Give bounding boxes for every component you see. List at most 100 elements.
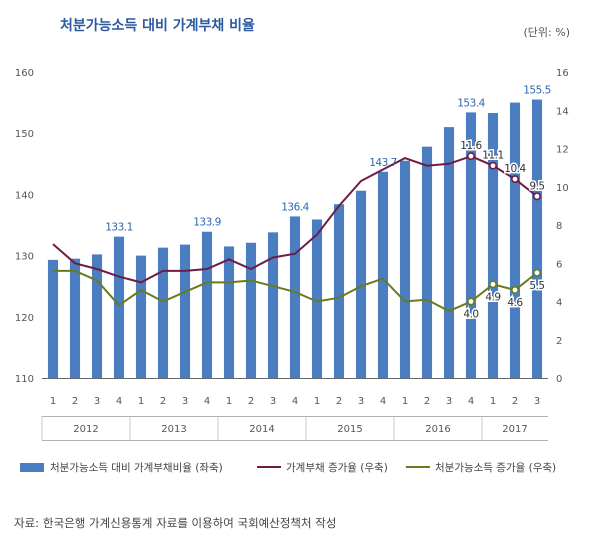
x-tick-label: 4: [468, 396, 474, 407]
x-tick-label: 1: [138, 396, 144, 407]
y-right-tick-label: 14: [556, 106, 569, 117]
y-right-tick-label: 16: [556, 68, 569, 79]
y-left-tick-label: 110: [15, 374, 34, 385]
bar: [421, 146, 433, 378]
source-text: 한국은행 가계신용통계 자료를 이용하여 국회예산정책처 작성: [43, 516, 337, 530]
income-value-label: 4.6: [507, 297, 523, 309]
debt-value-label: 11.1: [482, 150, 503, 162]
debt-marker: [532, 192, 541, 201]
bar: [201, 231, 213, 378]
legend-label: 처분가능소득 증가율 (우축): [435, 462, 556, 474]
y-right-tick-label: 8: [556, 221, 562, 232]
bar: [509, 102, 521, 378]
bar-value-label: 133.9: [193, 217, 221, 229]
bar: [487, 113, 499, 378]
bar: [465, 112, 477, 378]
bar: [289, 216, 301, 378]
x-tick-label: 1: [226, 396, 232, 407]
x-tick-label: 2: [160, 396, 166, 407]
bar: [355, 190, 367, 378]
x-tick-label: 1: [50, 396, 56, 407]
income-marker: [488, 280, 497, 289]
bar-value-label: 153.4: [457, 97, 485, 109]
y-left-tick-label: 150: [15, 129, 34, 140]
debt-value-label: 11.6: [460, 140, 482, 152]
legend-label: 가계부채 증가율 (우축): [286, 462, 388, 474]
y-left-tick-label: 160: [15, 68, 34, 79]
bar-value-label: 155.5: [523, 85, 551, 97]
x-tick-label: 2: [512, 396, 518, 407]
x-tick-label: 3: [358, 396, 364, 407]
income-value-label: 5.5: [529, 280, 544, 292]
bar: [179, 244, 191, 378]
y-left-tick-label: 130: [15, 252, 34, 263]
y-right-tick-label: 4: [556, 298, 562, 309]
income-marker: [510, 286, 519, 295]
legend-bar-swatch: [20, 463, 44, 472]
y-left-tick-label: 120: [15, 313, 34, 324]
bar: [223, 246, 235, 378]
year-label: 2016: [425, 424, 450, 435]
x-tick-label: 4: [380, 396, 386, 407]
x-tick-label: 1: [314, 396, 320, 407]
source-note: 자료: 한국은행 가계신용통계 자료를 이용하여 국회예산정책처 작성: [14, 515, 340, 531]
y-right-tick-label: 6: [556, 259, 562, 270]
bar-value-label: 143.7: [369, 157, 397, 169]
unit-label: (단위: %): [523, 26, 570, 39]
debt-value-label: 10.4: [504, 163, 526, 175]
y-right-tick-label: 2: [556, 336, 562, 347]
y-right-tick-label: 12: [556, 145, 569, 156]
y-right-tick-label: 0: [556, 374, 562, 385]
year-label: 2014: [249, 424, 274, 435]
debt-marker: [510, 175, 519, 184]
debt-marker: [466, 152, 475, 161]
x-tick-label: 2: [424, 396, 430, 407]
x-tick-label: 1: [402, 396, 408, 407]
bar-value-label: 133.1: [105, 222, 133, 234]
x-tick-label: 3: [270, 396, 276, 407]
x-tick-label: 4: [292, 396, 298, 407]
x-tick-label: 2: [248, 396, 254, 407]
x-tick-label: 1: [490, 396, 496, 407]
x-tick-label: 3: [182, 396, 188, 407]
income-value-label: 4.9: [485, 291, 500, 303]
x-tick-label: 2: [72, 396, 78, 407]
bar: [531, 99, 543, 378]
debt-value-label: 9.5: [529, 180, 544, 192]
x-tick-label: 3: [446, 396, 452, 407]
bar: [245, 242, 257, 378]
income-value-label: 4.0: [463, 309, 478, 321]
income-marker: [466, 297, 475, 306]
bar: [91, 254, 103, 378]
bar: [69, 258, 81, 378]
y-right-tick-label: 10: [556, 183, 569, 194]
bar: [333, 204, 345, 378]
bar: [267, 232, 279, 378]
bar: [113, 236, 125, 378]
bar: [443, 127, 455, 378]
income-marker: [532, 268, 541, 277]
income-growth-line: [53, 269, 538, 313]
x-tick-label: 2: [336, 396, 342, 407]
bar: [399, 160, 411, 378]
x-tick-label: 3: [94, 396, 100, 407]
year-label: 2013: [161, 424, 186, 435]
bar: [311, 219, 323, 378]
bar-value-label: 136.4: [281, 201, 309, 213]
y-left-tick-label: 140: [15, 190, 34, 201]
bar: [135, 255, 147, 378]
debt-growth-line: [52, 155, 538, 284]
year-label: 2012: [73, 424, 98, 435]
bar: [377, 171, 389, 378]
source-label: 자료:: [14, 516, 40, 530]
debt-marker: [488, 161, 497, 170]
bar: [47, 259, 59, 378]
year-label: 2015: [337, 424, 362, 435]
x-tick-label: 3: [534, 396, 540, 407]
bar: [157, 247, 169, 378]
x-tick-label: 4: [116, 396, 122, 407]
year-label: 2017: [502, 424, 527, 435]
x-tick-label: 4: [204, 396, 210, 407]
chart-title: 처분가능소득 대비 가계부채 비율: [60, 18, 255, 34]
